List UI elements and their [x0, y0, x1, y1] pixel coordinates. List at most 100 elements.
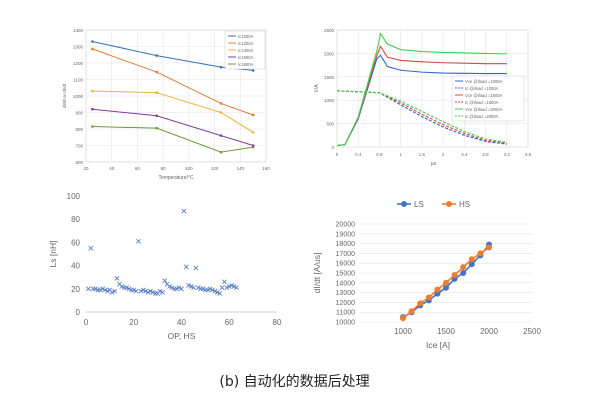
x-axis-label: OP, HS [168, 331, 196, 341]
legend-label: Ic @Iload =1600A [465, 100, 499, 105]
x-tick-label: 60 [135, 166, 141, 171]
series-point [91, 89, 94, 93]
y-tick-label: 600 [75, 160, 83, 165]
scatter-point [219, 285, 225, 291]
x-tick-label: 2500 [523, 327, 541, 336]
scatter-point [102, 287, 108, 293]
legend-label: Ic1400A [238, 48, 254, 53]
x-tick-label: 100 [185, 166, 193, 171]
series-line-1 [92, 48, 254, 116]
x-tick-label: 20 [83, 166, 89, 171]
y-tick-label: 20 [71, 285, 80, 294]
legend-label: Ic @Iload =1000A [465, 86, 499, 91]
series-point [443, 284, 449, 291]
scatter-point [105, 288, 110, 294]
scatter-point [212, 288, 218, 294]
y-tick-label: 800 [75, 127, 83, 132]
x-tick-label: 60 [225, 318, 234, 327]
scatter-point [157, 288, 163, 294]
series-point [155, 114, 159, 118]
scatter-point [88, 245, 94, 251]
scatter-point [186, 282, 192, 288]
y-tick-label: 100 [67, 192, 81, 201]
scatter-point [183, 264, 189, 270]
y-axis-label: dI/dt [A/us] [312, 253, 322, 294]
x-tick-label: 2 [442, 152, 445, 157]
scatter-point [210, 287, 215, 293]
x-tick-label: 2.4 [461, 152, 468, 157]
series-point [91, 40, 94, 43]
scatter-point [188, 284, 194, 289]
series-point [251, 131, 255, 134]
legend-label: Ic1600A [238, 55, 254, 60]
y-tick-label: 2500 [324, 28, 335, 33]
y-tick-label: 1100 [73, 78, 83, 83]
scatter-point [195, 285, 201, 291]
y-tick-label: 80 [71, 215, 80, 224]
series-point [219, 111, 223, 114]
y-tick-label: 20000 [336, 222, 356, 229]
y-tick-label: 900 [75, 111, 83, 116]
scatter-point [179, 286, 184, 292]
scatter-point [159, 289, 165, 295]
series-point [251, 113, 255, 117]
scatter-point [136, 238, 141, 244]
scatter-point [222, 279, 227, 285]
series-line-3 [92, 108, 254, 146]
legend-label: Vce @Iload =2000A [465, 107, 503, 112]
legend-box [451, 75, 525, 122]
x-tick-label: 1 [399, 152, 402, 157]
y-tick-label: 18000 [336, 241, 356, 248]
scatter-point [162, 278, 168, 284]
series-point [443, 279, 449, 286]
series-point [91, 47, 94, 51]
series-point [468, 256, 475, 263]
y-tick-label: 1000 [73, 94, 84, 99]
x-tick-label: 40 [177, 318, 186, 327]
legend-label: Ic @Iload =2000A [465, 114, 499, 119]
x-tick-label: 3.2 [504, 152, 511, 157]
scatter-point [169, 285, 175, 291]
legend-label: HS [459, 200, 470, 209]
scatter-point [191, 285, 196, 291]
series-point [451, 271, 458, 278]
y-tick-label: 10000 [336, 320, 356, 327]
scatter-point [145, 289, 151, 295]
x-tick-label: 1.6 [419, 152, 426, 157]
y-tick-label: 15000 [336, 271, 356, 278]
series-point [460, 264, 467, 271]
series-point [155, 126, 159, 130]
y-tick-label: 12000 [336, 300, 356, 307]
series-point [219, 102, 223, 105]
scatter-point [226, 284, 232, 289]
scatter-point [217, 291, 223, 296]
scatter-point [133, 288, 139, 294]
y-axis-label: V/A [314, 84, 320, 93]
series-point [155, 91, 159, 94]
y-tick-label: 14000 [336, 280, 356, 287]
series-line-5 [336, 90, 507, 143]
scatter-point [181, 208, 187, 214]
series-point [251, 69, 255, 72]
series-point [219, 150, 223, 154]
scatter-point [131, 287, 137, 293]
y-tick-label: 13000 [336, 290, 356, 297]
scatter-point [224, 285, 230, 291]
legend-label: Vce @Iload =1600A [465, 93, 503, 98]
y-tick-label: 40 [71, 262, 80, 271]
scatter-point [112, 288, 118, 294]
y-tick-label: 1400 [73, 28, 84, 33]
chart-switching-waveform: 0 500 1000 1500 2000 2500 0 0.4 0.8 1 1.6 2 2.4 2.8 3.… [314, 28, 532, 167]
series-point [155, 54, 159, 57]
series-point [219, 134, 223, 137]
y-tick-label: 1300 [73, 45, 84, 50]
chart-didt-vs-ice: 10000 11000 12000 13000 14000 15000 16000 17000… [312, 200, 541, 350]
y-tick-label: 11000 [336, 310, 355, 317]
y-tick-label: 16000 [336, 261, 356, 268]
series-point [417, 300, 424, 307]
series-point [425, 294, 432, 301]
scatter-point [200, 286, 206, 292]
series-point [486, 244, 492, 251]
x-tick-label: 0.8 [376, 152, 383, 157]
legend-label: LS [414, 200, 424, 209]
